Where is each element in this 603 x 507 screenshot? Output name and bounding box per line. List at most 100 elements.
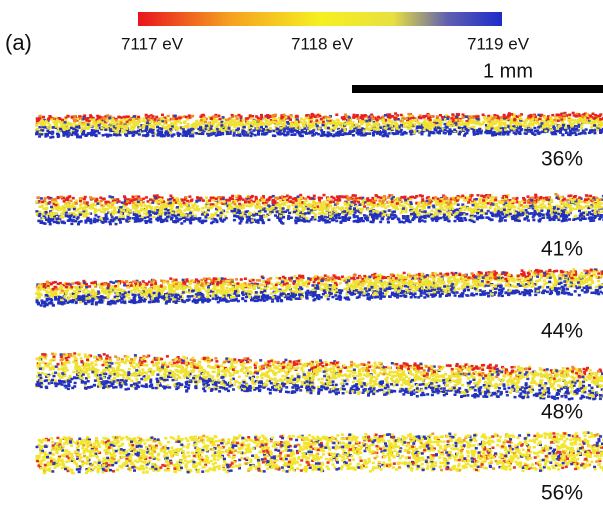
speck (372, 117, 375, 121)
speck (442, 213, 446, 217)
speck (48, 115, 52, 118)
speck (211, 198, 215, 202)
speck (559, 124, 563, 128)
speck (55, 124, 59, 128)
speck (158, 207, 162, 211)
speck (310, 197, 314, 200)
speck (458, 213, 462, 217)
speck (429, 204, 433, 207)
speck (545, 196, 549, 199)
speck (466, 206, 470, 210)
speck (581, 129, 585, 133)
speck (418, 114, 422, 117)
speck (146, 121, 149, 125)
speck (358, 126, 362, 129)
speck (252, 218, 256, 222)
speck (471, 119, 475, 122)
speck (47, 128, 51, 131)
speck (527, 116, 531, 119)
speck (252, 124, 255, 128)
speck (323, 124, 327, 128)
speck (478, 200, 482, 203)
speck (402, 124, 406, 128)
speck (287, 217, 290, 220)
speck (348, 127, 352, 131)
speck (41, 123, 45, 127)
speck (49, 210, 53, 213)
speck (575, 112, 579, 116)
speck (210, 124, 214, 128)
speck (228, 121, 232, 125)
speck (502, 116, 506, 119)
speck (471, 208, 475, 211)
speck (146, 200, 150, 203)
speck (403, 130, 407, 134)
speck (209, 133, 213, 136)
speck (410, 206, 414, 209)
speck (448, 132, 451, 136)
speck (181, 134, 185, 137)
speck (66, 115, 70, 118)
speck (532, 213, 536, 217)
speck (474, 210, 478, 213)
speck (439, 216, 443, 220)
speck (375, 217, 379, 220)
speck (451, 196, 455, 199)
speck (326, 218, 330, 221)
speck (150, 131, 154, 134)
speck (113, 201, 117, 204)
speck (117, 115, 121, 119)
speck (341, 128, 345, 131)
speck (358, 212, 362, 215)
speck (125, 115, 129, 118)
speck (353, 211, 357, 214)
speck (306, 117, 310, 120)
speck (553, 118, 557, 122)
speck (402, 122, 406, 125)
speck (118, 133, 122, 137)
speck (583, 119, 587, 123)
speck (294, 120, 298, 123)
speck (426, 123, 430, 126)
speck (114, 222, 118, 226)
speck (562, 203, 566, 206)
speck (36, 212, 40, 215)
speck (239, 121, 243, 124)
speck (181, 199, 185, 202)
speck (187, 128, 191, 131)
speck (254, 195, 258, 199)
speck (420, 219, 424, 222)
speck (485, 124, 488, 127)
speck (371, 205, 375, 209)
speck (168, 197, 172, 201)
speck (35, 117, 39, 120)
speck (455, 115, 459, 118)
speck (246, 120, 250, 123)
speck (561, 120, 565, 124)
speck (220, 210, 224, 213)
speck (265, 122, 269, 125)
speck (497, 116, 501, 120)
speck (228, 196, 232, 200)
speck (119, 208, 123, 211)
speck (277, 204, 281, 208)
speck (77, 126, 81, 129)
speck (59, 127, 62, 131)
speck (506, 115, 510, 118)
speck (168, 126, 172, 129)
speck (56, 203, 60, 206)
speck (293, 133, 297, 136)
speck (94, 214, 98, 217)
speck (435, 203, 439, 206)
speck (86, 123, 90, 126)
speck (371, 196, 375, 200)
colorbar (138, 12, 502, 26)
speck (304, 203, 307, 207)
speck (543, 126, 547, 129)
speck (238, 204, 242, 208)
speck (192, 218, 196, 221)
speck (66, 215, 70, 218)
speck (412, 217, 416, 220)
speck (315, 202, 319, 205)
speck (443, 198, 447, 201)
